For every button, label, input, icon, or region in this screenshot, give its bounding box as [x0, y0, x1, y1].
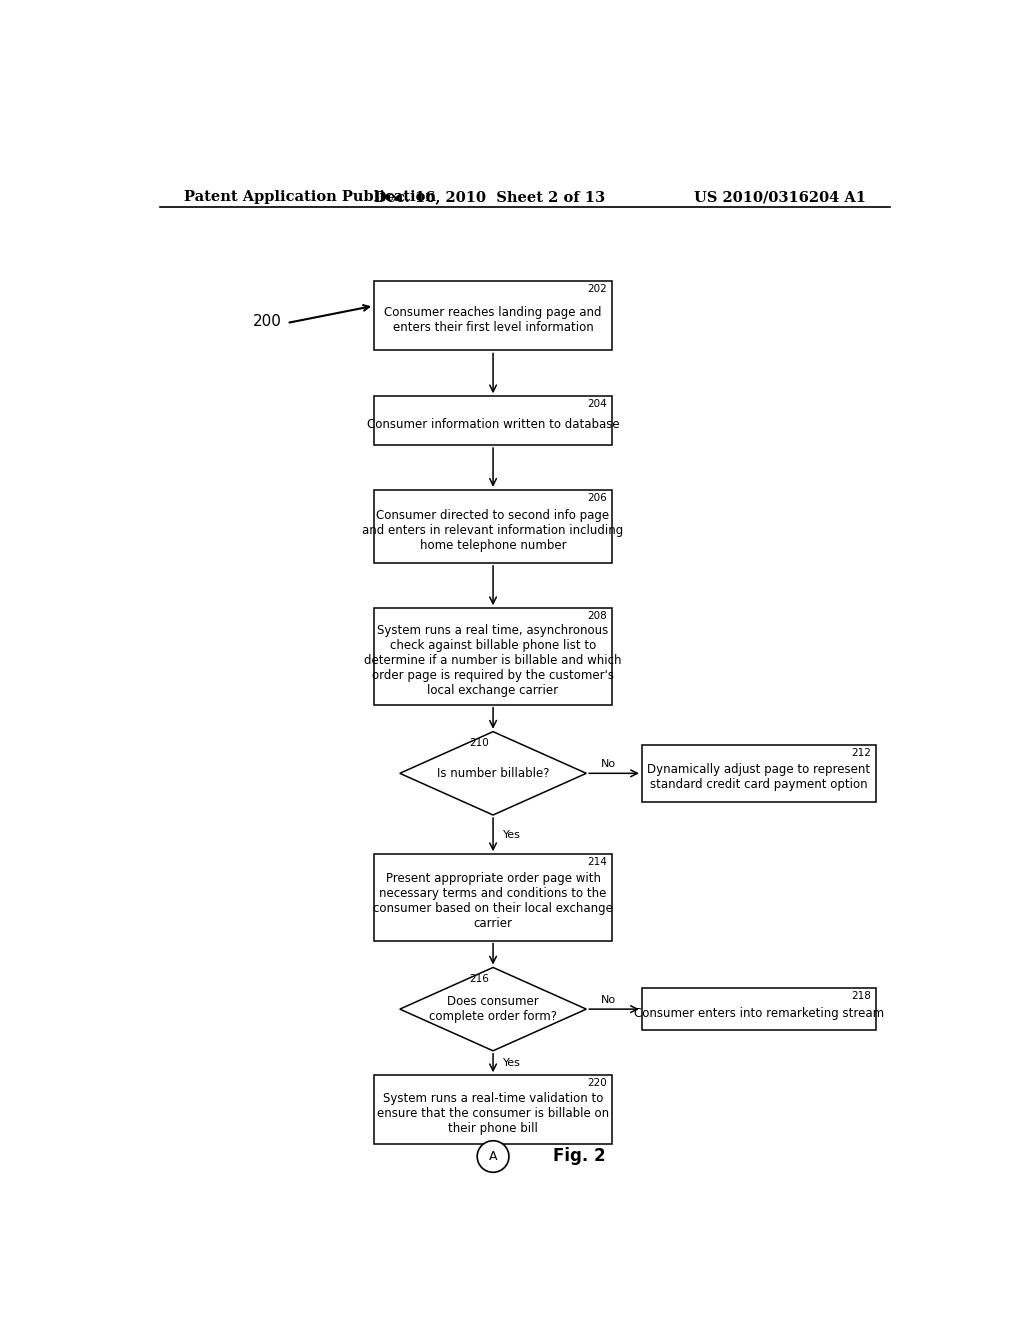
Text: No: No — [601, 995, 615, 1005]
FancyBboxPatch shape — [374, 281, 612, 351]
Text: 220: 220 — [588, 1078, 607, 1088]
Text: Is number billable?: Is number billable? — [437, 767, 549, 780]
FancyBboxPatch shape — [374, 1076, 612, 1144]
Text: 204: 204 — [588, 399, 607, 409]
Text: Consumer information written to database: Consumer information written to database — [367, 418, 620, 432]
FancyBboxPatch shape — [374, 490, 612, 562]
Text: Consumer reaches landing page and
enters their first level information: Consumer reaches landing page and enters… — [384, 306, 602, 334]
Text: Does consumer
complete order form?: Does consumer complete order form? — [429, 995, 557, 1023]
Text: Dec. 16, 2010  Sheet 2 of 13: Dec. 16, 2010 Sheet 2 of 13 — [374, 190, 604, 205]
Text: Yes: Yes — [503, 829, 520, 840]
FancyBboxPatch shape — [374, 854, 612, 941]
Text: 210: 210 — [469, 738, 488, 748]
Text: Patent Application Publication: Patent Application Publication — [183, 190, 435, 205]
Polygon shape — [399, 731, 587, 814]
Polygon shape — [399, 968, 587, 1051]
FancyBboxPatch shape — [642, 744, 876, 801]
Text: 200: 200 — [253, 314, 282, 329]
FancyBboxPatch shape — [374, 609, 612, 705]
Text: System runs a real-time validation to
ensure that the consumer is billable on
th: System runs a real-time validation to en… — [377, 1093, 609, 1135]
FancyBboxPatch shape — [642, 987, 876, 1031]
Text: Dynamically adjust page to represent
standard credit card payment option: Dynamically adjust page to represent sta… — [647, 763, 870, 792]
FancyBboxPatch shape — [374, 396, 612, 445]
Text: System runs a real time, asynchronous
check against billable phone list to
deter: System runs a real time, asynchronous ch… — [365, 624, 622, 697]
Text: No: No — [601, 759, 615, 770]
Text: 212: 212 — [851, 748, 871, 758]
Text: Fig. 2: Fig. 2 — [553, 1147, 605, 1164]
Text: 202: 202 — [588, 284, 607, 294]
Text: A: A — [488, 1150, 498, 1163]
Text: 214: 214 — [588, 857, 607, 867]
Text: US 2010/0316204 A1: US 2010/0316204 A1 — [694, 190, 866, 205]
Ellipse shape — [477, 1140, 509, 1172]
Text: Consumer directed to second info page
and enters in relevant information includi: Consumer directed to second info page an… — [362, 510, 624, 552]
Text: Consumer enters into remarketing stream: Consumer enters into remarketing stream — [634, 1007, 884, 1019]
Text: 206: 206 — [588, 492, 607, 503]
Text: 208: 208 — [588, 611, 607, 622]
Text: Yes: Yes — [503, 1059, 520, 1068]
Text: 216: 216 — [469, 974, 489, 985]
Text: Present appropriate order page with
necessary terms and conditions to the
consum: Present appropriate order page with nece… — [373, 873, 613, 931]
Text: 218: 218 — [851, 991, 871, 1001]
